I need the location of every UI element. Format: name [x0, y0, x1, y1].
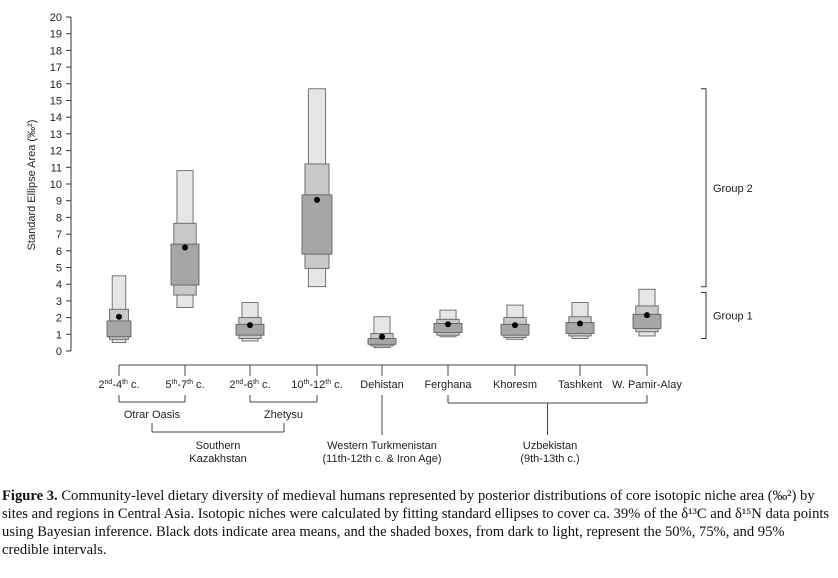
subgroup-label: (11th-12th c. & Iron Age) — [322, 453, 441, 465]
category-labels: 2nd-4th c. 5th-7th c. 2nd-6th c. 10th-12th … — [98, 379, 682, 391]
category-label: Dehistan — [360, 379, 403, 391]
y-tick-label: 18 — [50, 45, 62, 57]
y-tick-label: 8 — [56, 212, 62, 224]
figure-caption: Figure 3. Community-level dietary divers… — [2, 487, 834, 559]
group-label: Group 2 — [713, 183, 753, 195]
y-tick-label: 7 — [56, 229, 62, 241]
y-tick-label: 17 — [50, 62, 62, 74]
ci50-box — [301, 194, 333, 255]
y-tick-label: 5 — [56, 263, 62, 275]
y-tick-label: 13 — [50, 129, 62, 141]
category-label: 5th-7th c. — [165, 379, 204, 391]
category-label: W. Pamir-Alay — [612, 379, 682, 391]
group-bracket — [701, 88, 707, 288]
mean-dot — [379, 333, 385, 340]
y-tick-label: 4 — [56, 279, 62, 291]
category-label: Tashkent — [558, 379, 602, 391]
y-tick-label: 6 — [56, 246, 62, 258]
y-tick-label: 3 — [56, 296, 62, 308]
y-tick-label: 19 — [50, 29, 62, 41]
y-tick-label: 14 — [50, 112, 62, 124]
subgroup-label: (9th-13th c.) — [520, 453, 579, 465]
subgroup-label: Southern — [196, 440, 241, 452]
subgroup-label: Western Turkmenistan — [327, 440, 437, 452]
y-tick-label: 1 — [56, 329, 62, 341]
mean-dot — [445, 321, 451, 328]
group-bracket — [701, 292, 707, 339]
category-label: 2nd-6th c. — [229, 379, 270, 391]
subgroup-label: Otrar Oasis — [124, 409, 181, 421]
y-tick-label: 0 — [56, 346, 62, 358]
subgroup-label: Kazakhstan — [189, 453, 246, 465]
y-tick-label: 12 — [50, 146, 62, 158]
category-label: 2nd-4th c. — [98, 379, 139, 391]
mean-dot — [512, 322, 518, 329]
y-tick-label: 15 — [50, 96, 62, 108]
y-tick-label: 10 — [50, 179, 62, 191]
mean-dot — [247, 322, 253, 329]
category-label: Khoresm — [493, 379, 537, 391]
ci50-box — [106, 320, 132, 338]
caption-label: Figure 3. — [2, 488, 58, 504]
boxes-layer — [106, 88, 662, 349]
category-label: 10th-12th c. — [291, 379, 342, 391]
category-label: Ferghana — [424, 379, 472, 391]
y-tick-label: 16 — [50, 79, 62, 91]
y-tick-label: 11 — [51, 162, 62, 174]
subgroup-label: Uzbekistan — [523, 440, 577, 452]
mean-dot — [644, 312, 650, 319]
y-tick-label: 20 — [50, 12, 62, 24]
ci50-box — [170, 243, 200, 286]
mean-dot — [577, 320, 583, 327]
mean-dot — [182, 244, 188, 251]
y-tick-label: 2 — [56, 313, 62, 325]
caption-text: Community-level dietary diversity of med… — [2, 488, 830, 558]
mean-dot — [314, 196, 320, 203]
group-label: Group 1 — [713, 311, 753, 323]
group-brackets: Group 2 Group 1 — [701, 88, 753, 339]
subgroup-label: Zhetysu — [264, 409, 303, 421]
y-axis-title: Standard Ellipse Area (‰²) — [26, 120, 38, 251]
y-tick-label: 9 — [56, 196, 62, 208]
mean-dot — [116, 313, 122, 320]
